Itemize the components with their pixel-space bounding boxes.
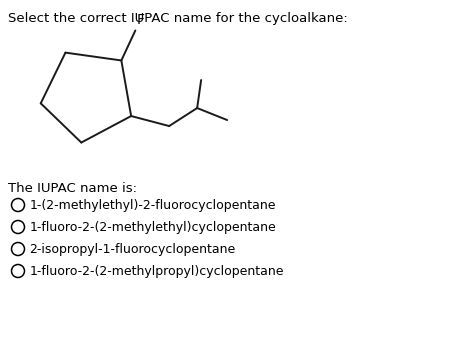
Text: The IUPAC name is:: The IUPAC name is: [8, 182, 137, 195]
Text: 1-fluoro-2-(2-methylpropyl)cyclopentane: 1-fluoro-2-(2-methylpropyl)cyclopentane [29, 264, 284, 277]
Text: Select the correct IUPAC name for the cycloalkane:: Select the correct IUPAC name for the cy… [8, 12, 348, 25]
Text: 1-(2-methylethyl)-2-fluorocyclopentane: 1-(2-methylethyl)-2-fluorocyclopentane [29, 199, 276, 211]
Text: F: F [137, 13, 145, 27]
Text: 2-isopropyl-1-fluorocyclopentane: 2-isopropyl-1-fluorocyclopentane [29, 243, 236, 255]
Text: 1-fluoro-2-(2-methylethyl)cyclopentane: 1-fluoro-2-(2-methylethyl)cyclopentane [29, 220, 276, 234]
